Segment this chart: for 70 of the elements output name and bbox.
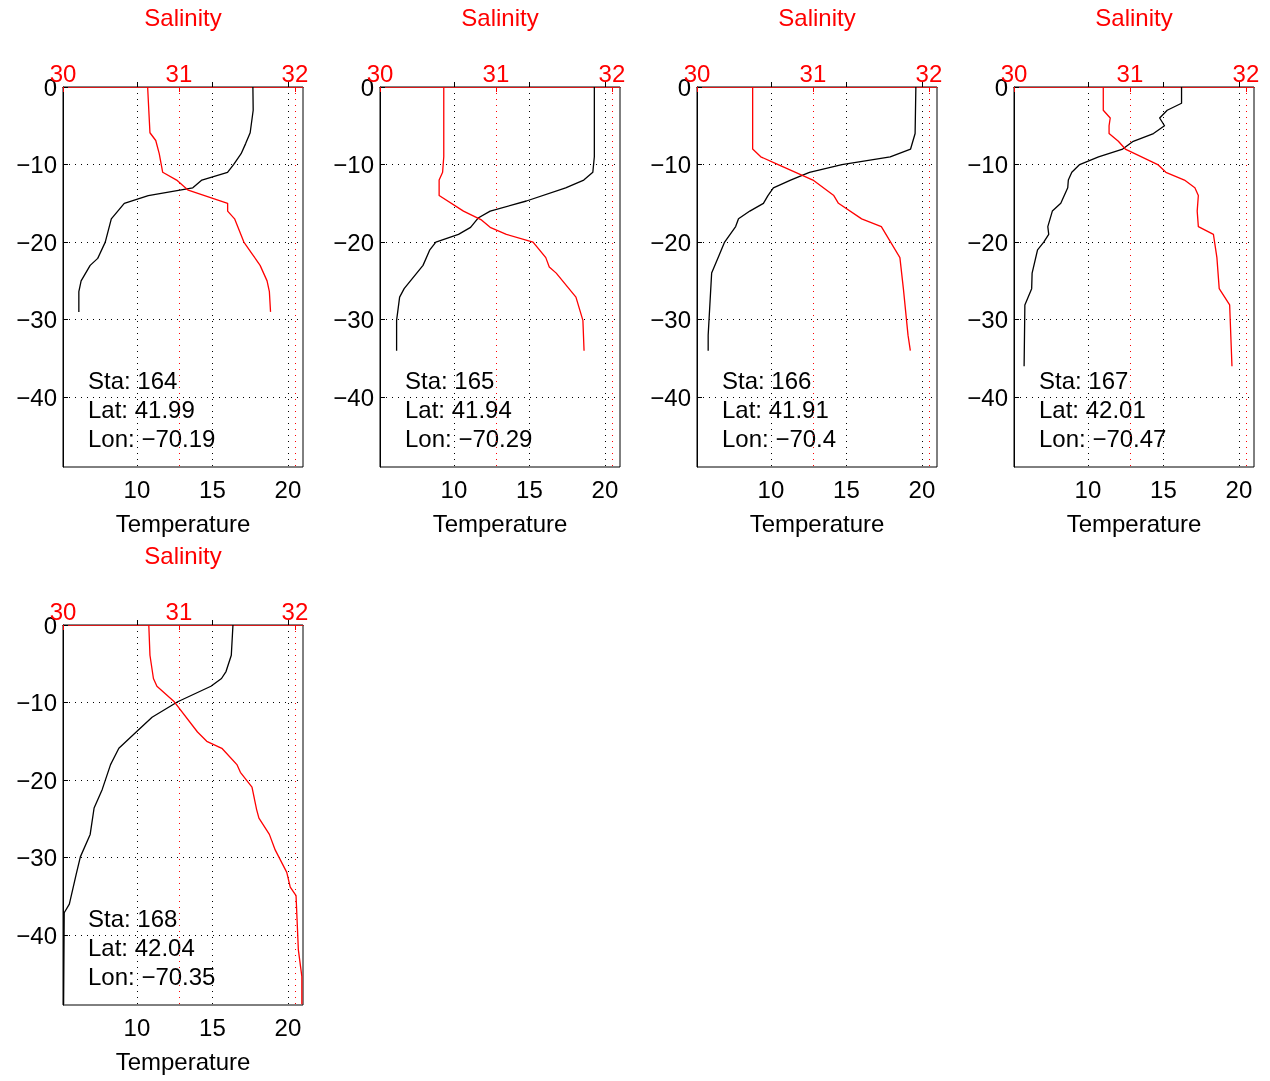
- annotation: Lat: 41.91: [722, 395, 829, 423]
- annotation: Lon: −70.35: [88, 962, 216, 990]
- x2-tick-label: 31: [482, 59, 510, 87]
- x-tick-label: 20: [1225, 475, 1253, 503]
- x-axis-title: Temperature: [1066, 509, 1202, 537]
- y-tick-label: −30: [333, 306, 374, 334]
- x-axis-title: Temperature: [115, 509, 251, 537]
- x2-axis-title: Salinity: [778, 3, 856, 31]
- x2-tick-label: 31: [165, 59, 193, 87]
- x2-tick-label: 32: [915, 59, 943, 87]
- x-tick-label: 20: [908, 475, 936, 503]
- y-tick-label: −20: [650, 228, 691, 256]
- annotation: Lat: 42.04: [88, 933, 195, 961]
- y-tick-label: −40: [333, 383, 374, 411]
- y-tick-label: −10: [967, 151, 1008, 179]
- y-tick-label: −20: [16, 228, 57, 256]
- annotation: Lat: 41.99: [88, 395, 195, 423]
- y-tick-label: −20: [333, 228, 374, 256]
- y-tick-label: −20: [967, 228, 1008, 256]
- y-tick-label: −40: [16, 383, 57, 411]
- x2-tick-label: 31: [1116, 59, 1144, 87]
- annotation: Sta: 168: [88, 904, 178, 932]
- x-tick-label: 10: [123, 475, 151, 503]
- x-tick-label: 15: [199, 475, 226, 503]
- x-tick-label: 10: [757, 475, 785, 503]
- y-tick-label: −30: [16, 844, 57, 872]
- x2-tick-label: 32: [281, 59, 309, 87]
- y-tick-label: −20: [16, 766, 57, 794]
- annotation: Sta: 164: [88, 366, 178, 394]
- y-tick-label: −10: [16, 151, 57, 179]
- x-tick-label: 10: [123, 1013, 151, 1041]
- x-tick-label: 10: [1074, 475, 1102, 503]
- y-tick-label: −40: [16, 921, 57, 949]
- x-tick-label: 20: [274, 475, 302, 503]
- annotation: Sta: 167: [1039, 366, 1129, 394]
- y-tick-label: −10: [650, 151, 691, 179]
- annotation: Lat: 41.94: [405, 395, 512, 423]
- y-tick-label: −30: [16, 306, 57, 334]
- x2-tick-label: 32: [1232, 59, 1260, 87]
- x-tick-label: 20: [274, 1013, 302, 1041]
- x-tick-label: 20: [591, 475, 619, 503]
- x2-tick-label: 32: [598, 59, 626, 87]
- x2-tick-label: 31: [799, 59, 827, 87]
- x-tick-label: 10: [440, 475, 468, 503]
- annotation: Lon: −70.29: [405, 424, 533, 452]
- x2-tick-label: 31: [165, 597, 193, 625]
- x-tick-label: 15: [516, 475, 543, 503]
- y-tick-label: −10: [333, 151, 374, 179]
- x-tick-label: 15: [1150, 475, 1177, 503]
- annotation: Sta: 166: [722, 366, 812, 394]
- x-axis-title: Temperature: [432, 509, 568, 537]
- x2-axis-title: Salinity: [144, 3, 222, 31]
- x-tick-label: 15: [199, 1013, 226, 1041]
- x-axis-title: Temperature: [115, 1047, 251, 1075]
- x2-tick-label: 32: [281, 597, 309, 625]
- annotation: Lon: −70.19: [88, 424, 216, 452]
- y-tick-label: −40: [967, 383, 1008, 411]
- x2-axis-title: Salinity: [144, 541, 222, 569]
- x-axis-title: Temperature: [749, 509, 885, 537]
- annotation: Lat: 42.01: [1039, 395, 1146, 423]
- annotation: Sta: 165: [405, 366, 495, 394]
- x2-axis-title: Salinity: [461, 3, 539, 31]
- y-tick-label: −10: [16, 689, 57, 717]
- y-tick-label: −40: [650, 383, 691, 411]
- annotation: Lon: −70.4: [722, 424, 837, 452]
- y-tick-label: −30: [967, 306, 1008, 334]
- x2-axis-title: Salinity: [1095, 3, 1173, 31]
- annotation: Lon: −70.47: [1039, 424, 1167, 452]
- y-tick-label: −30: [650, 306, 691, 334]
- x-tick-label: 15: [833, 475, 860, 503]
